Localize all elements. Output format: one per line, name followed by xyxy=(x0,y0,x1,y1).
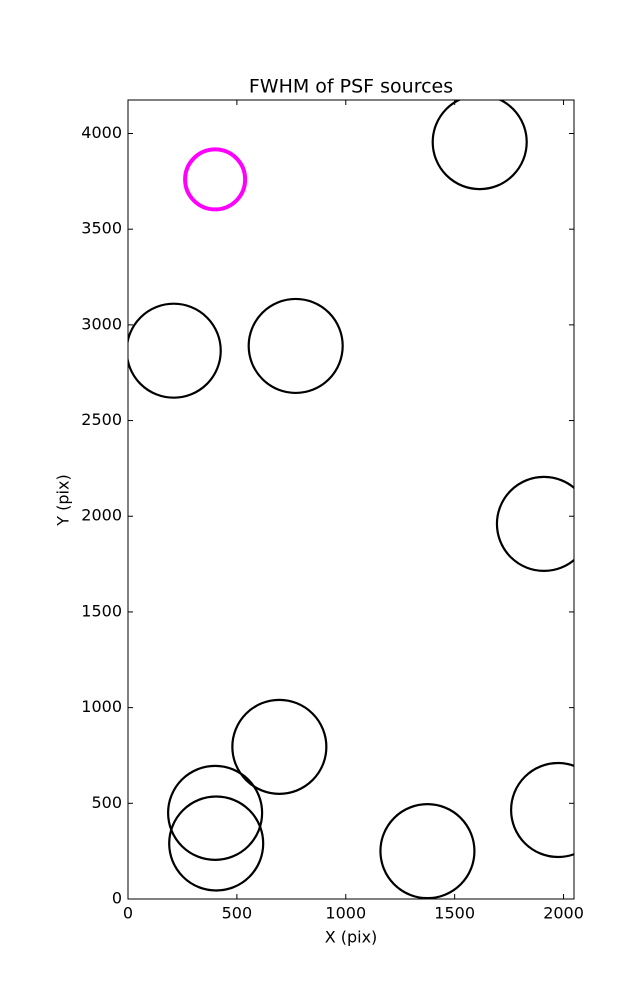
y-tick-label: 3000 xyxy=(81,314,122,333)
y-tick-label: 1500 xyxy=(81,601,122,620)
y-axis-label: Y (pix) xyxy=(54,474,73,526)
point xyxy=(183,147,248,212)
y-tick-label: 500 xyxy=(91,793,122,812)
y-tick-label: 1000 xyxy=(81,697,122,716)
x-axis-label: X (pix) xyxy=(325,928,378,947)
point xyxy=(379,803,476,899)
x-tick-label: 2000 xyxy=(543,904,584,923)
point xyxy=(231,698,328,795)
x-tick-label: 0 xyxy=(123,904,133,923)
chart-title: FWHM of PSF sources xyxy=(249,76,453,98)
x-tick-label: 500 xyxy=(222,904,253,923)
axes-frame xyxy=(127,99,575,900)
point xyxy=(128,302,222,399)
point xyxy=(168,795,265,892)
x-tick-label: 1500 xyxy=(434,904,475,923)
y-tick-label: 0 xyxy=(112,889,122,908)
y-tick-label: 3500 xyxy=(81,219,122,238)
y-tick-label: 2000 xyxy=(81,506,122,525)
point xyxy=(247,297,344,395)
point xyxy=(495,475,574,572)
y-tick-label: 2500 xyxy=(81,410,122,429)
y-tick-label: 4000 xyxy=(81,123,122,142)
x-tick-label: 1000 xyxy=(325,904,366,923)
point xyxy=(431,100,528,191)
plot-area xyxy=(128,100,574,899)
point xyxy=(167,764,264,861)
point xyxy=(510,761,574,859)
